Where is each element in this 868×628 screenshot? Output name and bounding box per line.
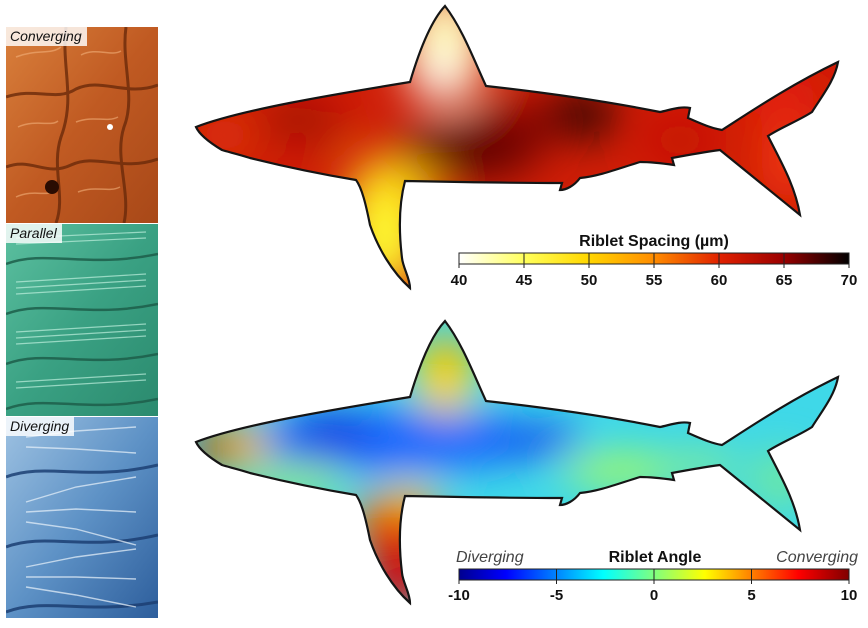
- angle-colorbar-tick-label: 10: [841, 587, 858, 604]
- spacing-colorbar-title: Riblet Spacing (µm): [579, 233, 729, 250]
- diverging-end-label: Diverging: [456, 549, 524, 566]
- sem-panel-diverging: Diverging: [6, 417, 158, 618]
- angle-colorbar-tick-label: 5: [747, 587, 755, 604]
- spacing-colorbar-tick-label: 40: [451, 272, 468, 289]
- spacing-colorbar-tick-label: 70: [841, 272, 858, 289]
- angle-colorbar-tick-label: -10: [448, 587, 470, 604]
- spacing-colorbar-tick-label: 60: [711, 272, 728, 289]
- spacing-colorbar: Riblet Spacing (µm) 40 45 50 55 60 65 70: [451, 233, 858, 289]
- angle-colorbar-tick-label: -5: [550, 587, 563, 604]
- spacing-colorbar-tick-label: 65: [776, 272, 793, 289]
- spacing-colorbar-tick-label: 55: [646, 272, 663, 289]
- angle-colorbar-ticks: -10 -5 0 5 10: [448, 569, 857, 604]
- spacing-colorbar-tick-label: 45: [516, 272, 533, 289]
- parallel-scales-image: [6, 224, 158, 416]
- sem-panel-parallel: Parallel: [6, 224, 158, 416]
- sem-panel-converging: Converging: [6, 27, 158, 223]
- converging-end-label: Converging: [776, 549, 858, 566]
- diverging-label: Diverging: [6, 417, 75, 436]
- angle-colorbar-title: Riblet Angle: [609, 549, 702, 566]
- converging-scales-image: [6, 27, 158, 223]
- converging-label: Converging: [6, 27, 87, 46]
- diverging-scales-image: [6, 417, 158, 618]
- parallel-label: Parallel: [6, 224, 62, 243]
- spacing-colorbar-ticks: 40 45 50 55 60 65 70: [451, 253, 858, 289]
- angle-colorbar: Diverging Riblet Angle Converging -10 -5 0…: [448, 549, 858, 604]
- angle-colorbar-tick-label: 0: [650, 587, 658, 604]
- spacing-colorbar-tick-label: 50: [581, 272, 598, 289]
